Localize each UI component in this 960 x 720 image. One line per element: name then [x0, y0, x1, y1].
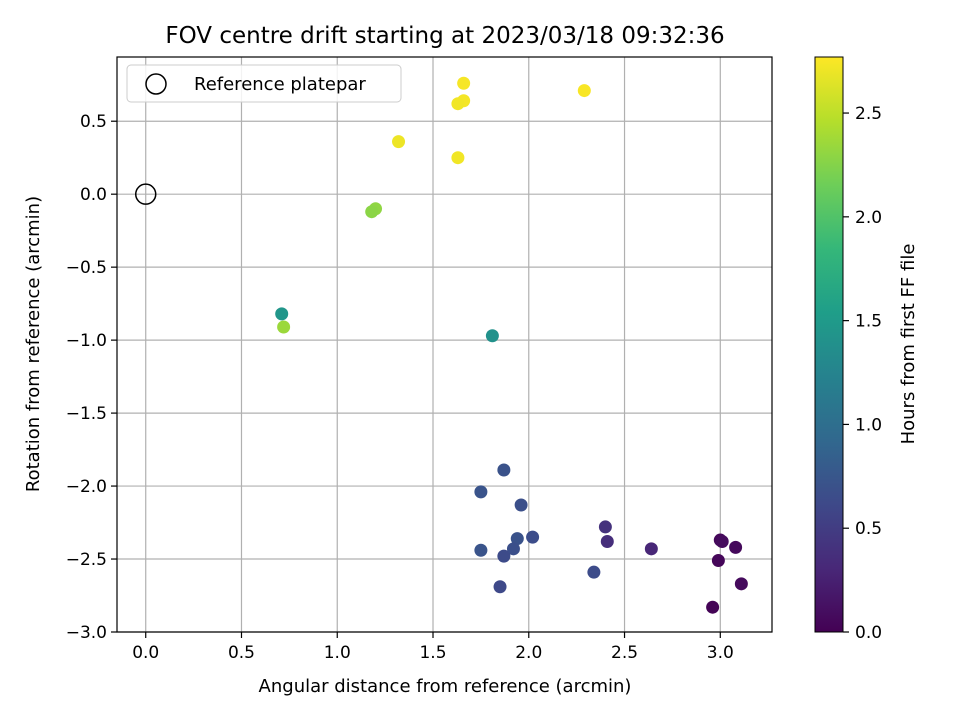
data-points [134, 76, 748, 614]
y-axis-label: Rotation from reference (arcmin) [23, 196, 44, 492]
data-point [451, 97, 465, 111]
colorbar-tick-label: 0.5 [855, 519, 882, 539]
data-point [451, 151, 465, 165]
colorbar-tick-label: 0.0 [855, 623, 882, 643]
x-tick-label: 0.5 [228, 643, 255, 663]
colorbar-tick-label: 1.5 [855, 312, 882, 332]
data-point [474, 485, 488, 499]
grid [117, 57, 772, 633]
x-tick-label: 0.0 [132, 643, 159, 663]
x-axis-label: Angular distance from reference (arcmin) [259, 676, 632, 697]
data-point [711, 553, 725, 567]
data-point [474, 543, 488, 557]
x-axis-ticks: 0.0 0.5 1.0 1.5 2.0 2.5 3.0 [132, 632, 734, 663]
data-point [729, 540, 743, 554]
data-point [510, 532, 524, 546]
data-point [497, 549, 511, 563]
data-point [497, 463, 511, 477]
plot-frame [116, 56, 773, 633]
reference-point-marker [134, 183, 157, 205]
x-tick-label: 1.5 [419, 643, 446, 663]
chart-title: FOV centre drift starting at 2023/03/18 … [165, 23, 724, 49]
colorbar-gradient [814, 56, 844, 633]
data-point [526, 530, 540, 544]
colorbar-tick-label: 2.0 [855, 208, 882, 228]
data-point [493, 580, 507, 594]
y-tick-label: 0.5 [80, 112, 107, 132]
x-tick-label: 1.0 [324, 643, 351, 663]
colorbar-tick-label: 1.0 [855, 415, 882, 435]
data-point [706, 600, 720, 614]
y-tick-label: −1.0 [66, 331, 107, 351]
y-axis-ticks: 0.5 0.0 −0.5 −1.0 −1.5 −2.0 −2.5 −3.0 [66, 112, 117, 643]
x-tick-label: 2.5 [611, 643, 638, 663]
x-tick-label: 2.0 [515, 643, 542, 663]
legend: Reference platepar [126, 64, 402, 103]
y-tick-label: −2.0 [66, 477, 107, 497]
data-point [577, 84, 591, 98]
data-point [715, 535, 729, 549]
y-tick-label: −0.5 [66, 258, 107, 278]
data-point [506, 542, 520, 556]
data-point [275, 307, 289, 321]
data-point [587, 565, 601, 579]
data-point [277, 320, 291, 334]
data-point [485, 329, 499, 343]
data-point [734, 577, 748, 591]
legend-label-reference: Reference platepar [194, 74, 366, 95]
y-tick-label: −1.5 [66, 404, 107, 424]
x-tick-label: 3.0 [707, 643, 734, 663]
colorbar-ticks: 0.0 0.5 1.0 1.5 2.0 2.5 [843, 104, 882, 643]
data-point [365, 205, 379, 219]
data-point [600, 535, 614, 549]
colorbar-label: Hours from first FF file [898, 244, 919, 445]
legend-marker-reference [145, 73, 167, 95]
data-point [392, 135, 406, 149]
legend-box [126, 64, 402, 103]
y-tick-label: 0.0 [80, 185, 107, 205]
data-point [457, 76, 471, 90]
colorbar-tick-label: 2.5 [855, 104, 882, 124]
y-tick-label: −3.0 [66, 623, 107, 643]
data-point [514, 498, 528, 512]
data-point [598, 520, 612, 534]
colorbar: 0.0 0.5 1.0 1.5 2.0 2.5 Hours from first FF f… [814, 56, 919, 643]
data-point [644, 542, 658, 556]
y-tick-label: −2.5 [66, 550, 107, 570]
